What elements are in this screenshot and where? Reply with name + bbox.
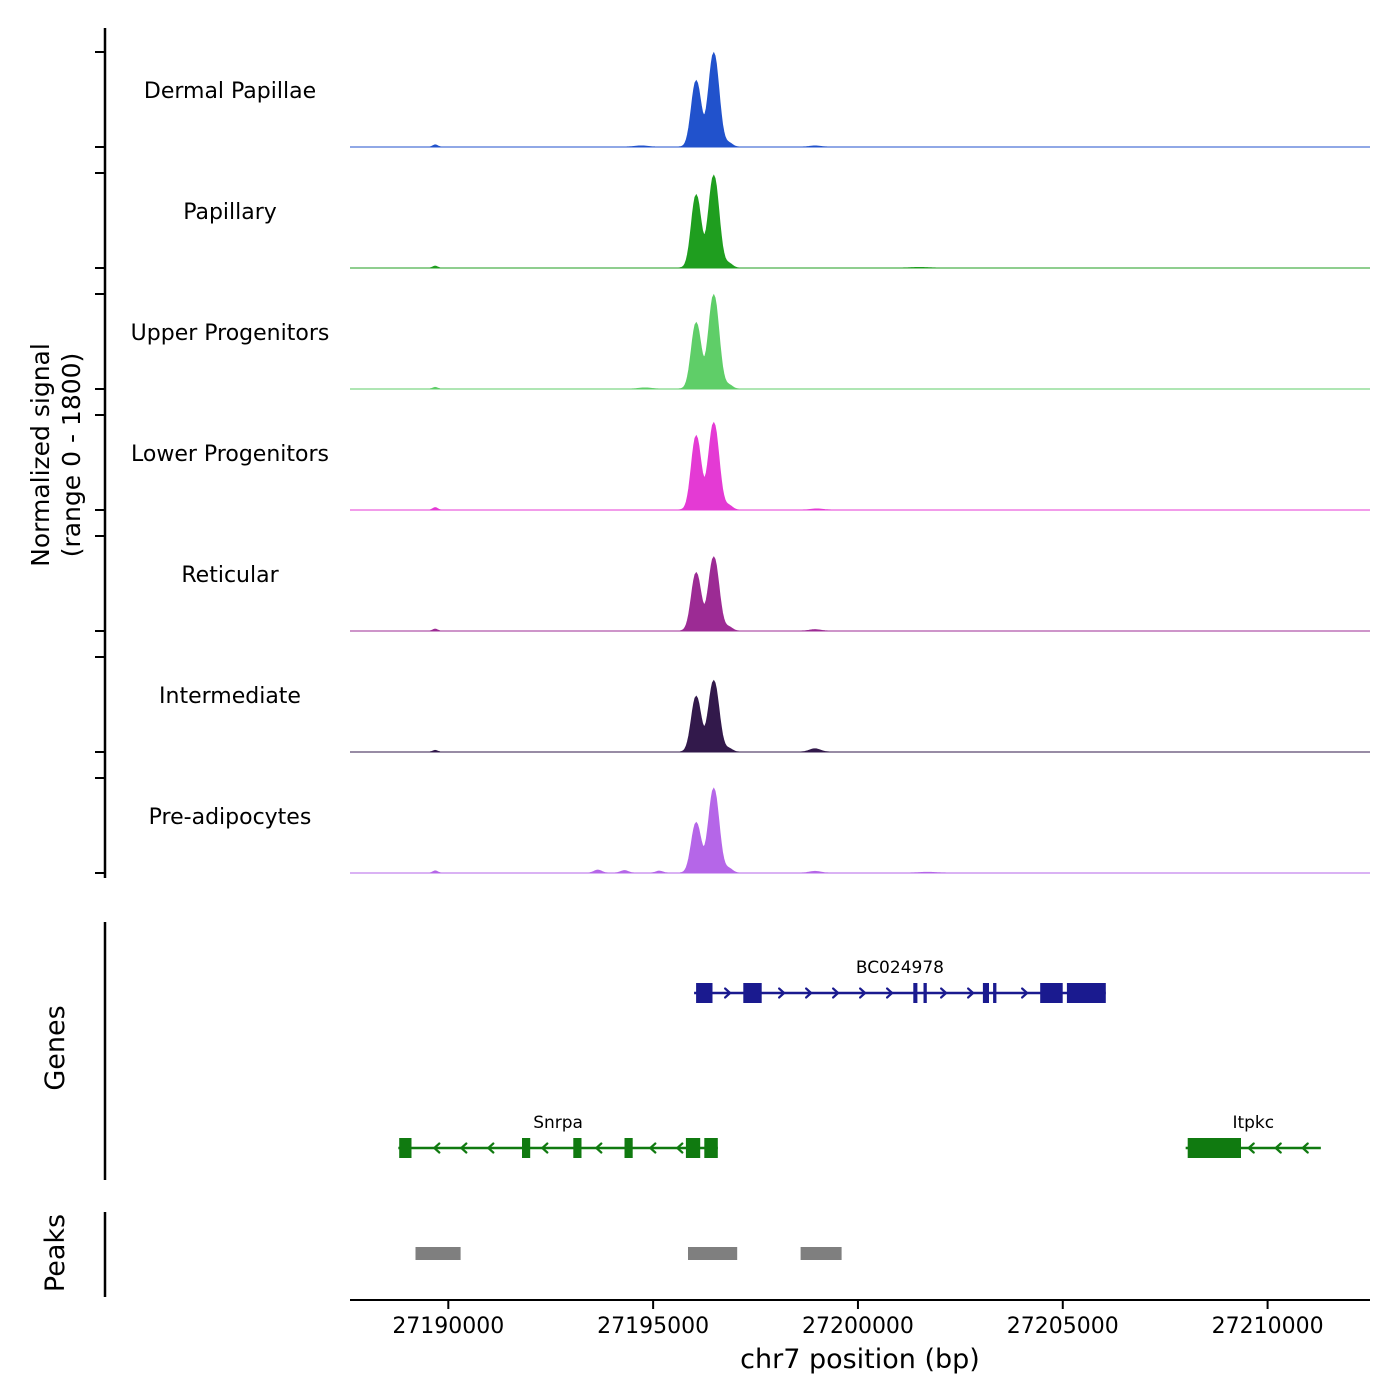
y-axis-label-line2: (range 0 - 1800) <box>57 352 86 558</box>
y-axis-label-line1: Normalized signal <box>26 343 55 567</box>
strand-arrow-icon <box>859 987 867 999</box>
signal-area-upper-progenitors <box>350 293 1370 390</box>
signal-area-dermal-papillae <box>350 51 1370 148</box>
signal-area-papillary <box>350 174 1370 269</box>
signal-area-reticular <box>350 556 1370 632</box>
strand-arrow-icon <box>675 1142 684 1154</box>
strand-arrow-icon <box>967 987 975 999</box>
gene-exon <box>743 983 762 1003</box>
track-label-reticular: Reticular <box>181 563 279 588</box>
x-axis-tick-label: 27195000 <box>597 1314 709 1339</box>
signal-area-intermediate <box>350 679 1370 753</box>
strand-arrow-icon <box>540 1142 549 1154</box>
gene-label-itpkc: Itpkc <box>1232 1113 1274 1133</box>
signal-area-lower-progenitors <box>350 421 1370 511</box>
track-label-pre-adipocytes: Pre-adipocytes <box>148 805 312 830</box>
strand-arrow-icon <box>459 1142 468 1154</box>
x-axis-tick-label: 27190000 <box>392 1314 504 1339</box>
strand-arrow-icon <box>648 1142 657 1154</box>
gene-exon <box>522 1138 531 1158</box>
gene-exon <box>923 983 927 1003</box>
track-label-papillary: Papillary <box>183 200 277 225</box>
y-axis-label: Normalized signal (range 0 - 1800) <box>25 245 89 665</box>
strand-arrow-icon <box>886 987 894 999</box>
track-label-lower-progenitors: Lower Progenitors <box>131 442 329 467</box>
genes-section-label: Genes <box>40 1005 71 1091</box>
strand-arrow-icon <box>594 1142 603 1154</box>
strand-arrow-icon <box>805 987 813 999</box>
gene-snrpa: Snrpa <box>398 1113 718 1158</box>
track-label-dermal-papillae: Dermal Papillae <box>143 79 317 104</box>
gene-exon <box>1187 1138 1241 1158</box>
strand-arrow-icon <box>724 987 732 999</box>
gene-exon <box>1066 983 1106 1003</box>
gene-exon <box>993 983 997 1003</box>
x-axis-tick-label: 27200000 <box>802 1314 914 1339</box>
peaks-section-label: Peaks <box>40 1213 71 1293</box>
strand-arrow-icon <box>432 1142 441 1154</box>
strand-arrow-icon <box>1274 1142 1282 1154</box>
peak-region <box>415 1247 461 1260</box>
gene-exon <box>704 1138 718 1158</box>
strand-arrow-icon <box>778 987 786 999</box>
strand-arrow-icon <box>1247 1142 1255 1154</box>
gene-label-bc024978: BC024978 <box>856 958 944 978</box>
gene-exon <box>573 1138 582 1158</box>
gene-bc024978: BC024978 <box>694 958 1106 1003</box>
x-axis-tick-label: 27210000 <box>1212 1314 1324 1339</box>
gene-exon <box>982 983 989 1003</box>
gene-exon <box>624 1138 633 1158</box>
strand-arrow-icon <box>486 1142 495 1154</box>
gene-exon <box>685 1138 701 1158</box>
gene-exon <box>913 983 918 1003</box>
track-label-upper-progenitors: Upper Progenitors <box>130 321 330 346</box>
strand-arrow-icon <box>940 987 948 999</box>
gene-itpkc: Itpkc <box>1185 1113 1321 1158</box>
peak-region <box>688 1247 738 1260</box>
peak-region <box>800 1247 842 1260</box>
x-axis-title: chr7 position (bp) <box>740 1344 980 1375</box>
gene-exon <box>696 983 713 1003</box>
signal-area-pre-adipocytes <box>350 787 1370 874</box>
strand-arrow-icon <box>1021 987 1029 999</box>
strand-arrow-icon <box>832 987 840 999</box>
track-label-intermediate: Intermediate <box>159 684 301 709</box>
strand-arrow-icon <box>1301 1142 1309 1154</box>
gene-label-snrpa: Snrpa <box>533 1113 583 1133</box>
gene-exon <box>1040 983 1063 1003</box>
gene-exon <box>399 1138 412 1158</box>
x-axis-tick-label: 27205000 <box>1007 1314 1119 1339</box>
